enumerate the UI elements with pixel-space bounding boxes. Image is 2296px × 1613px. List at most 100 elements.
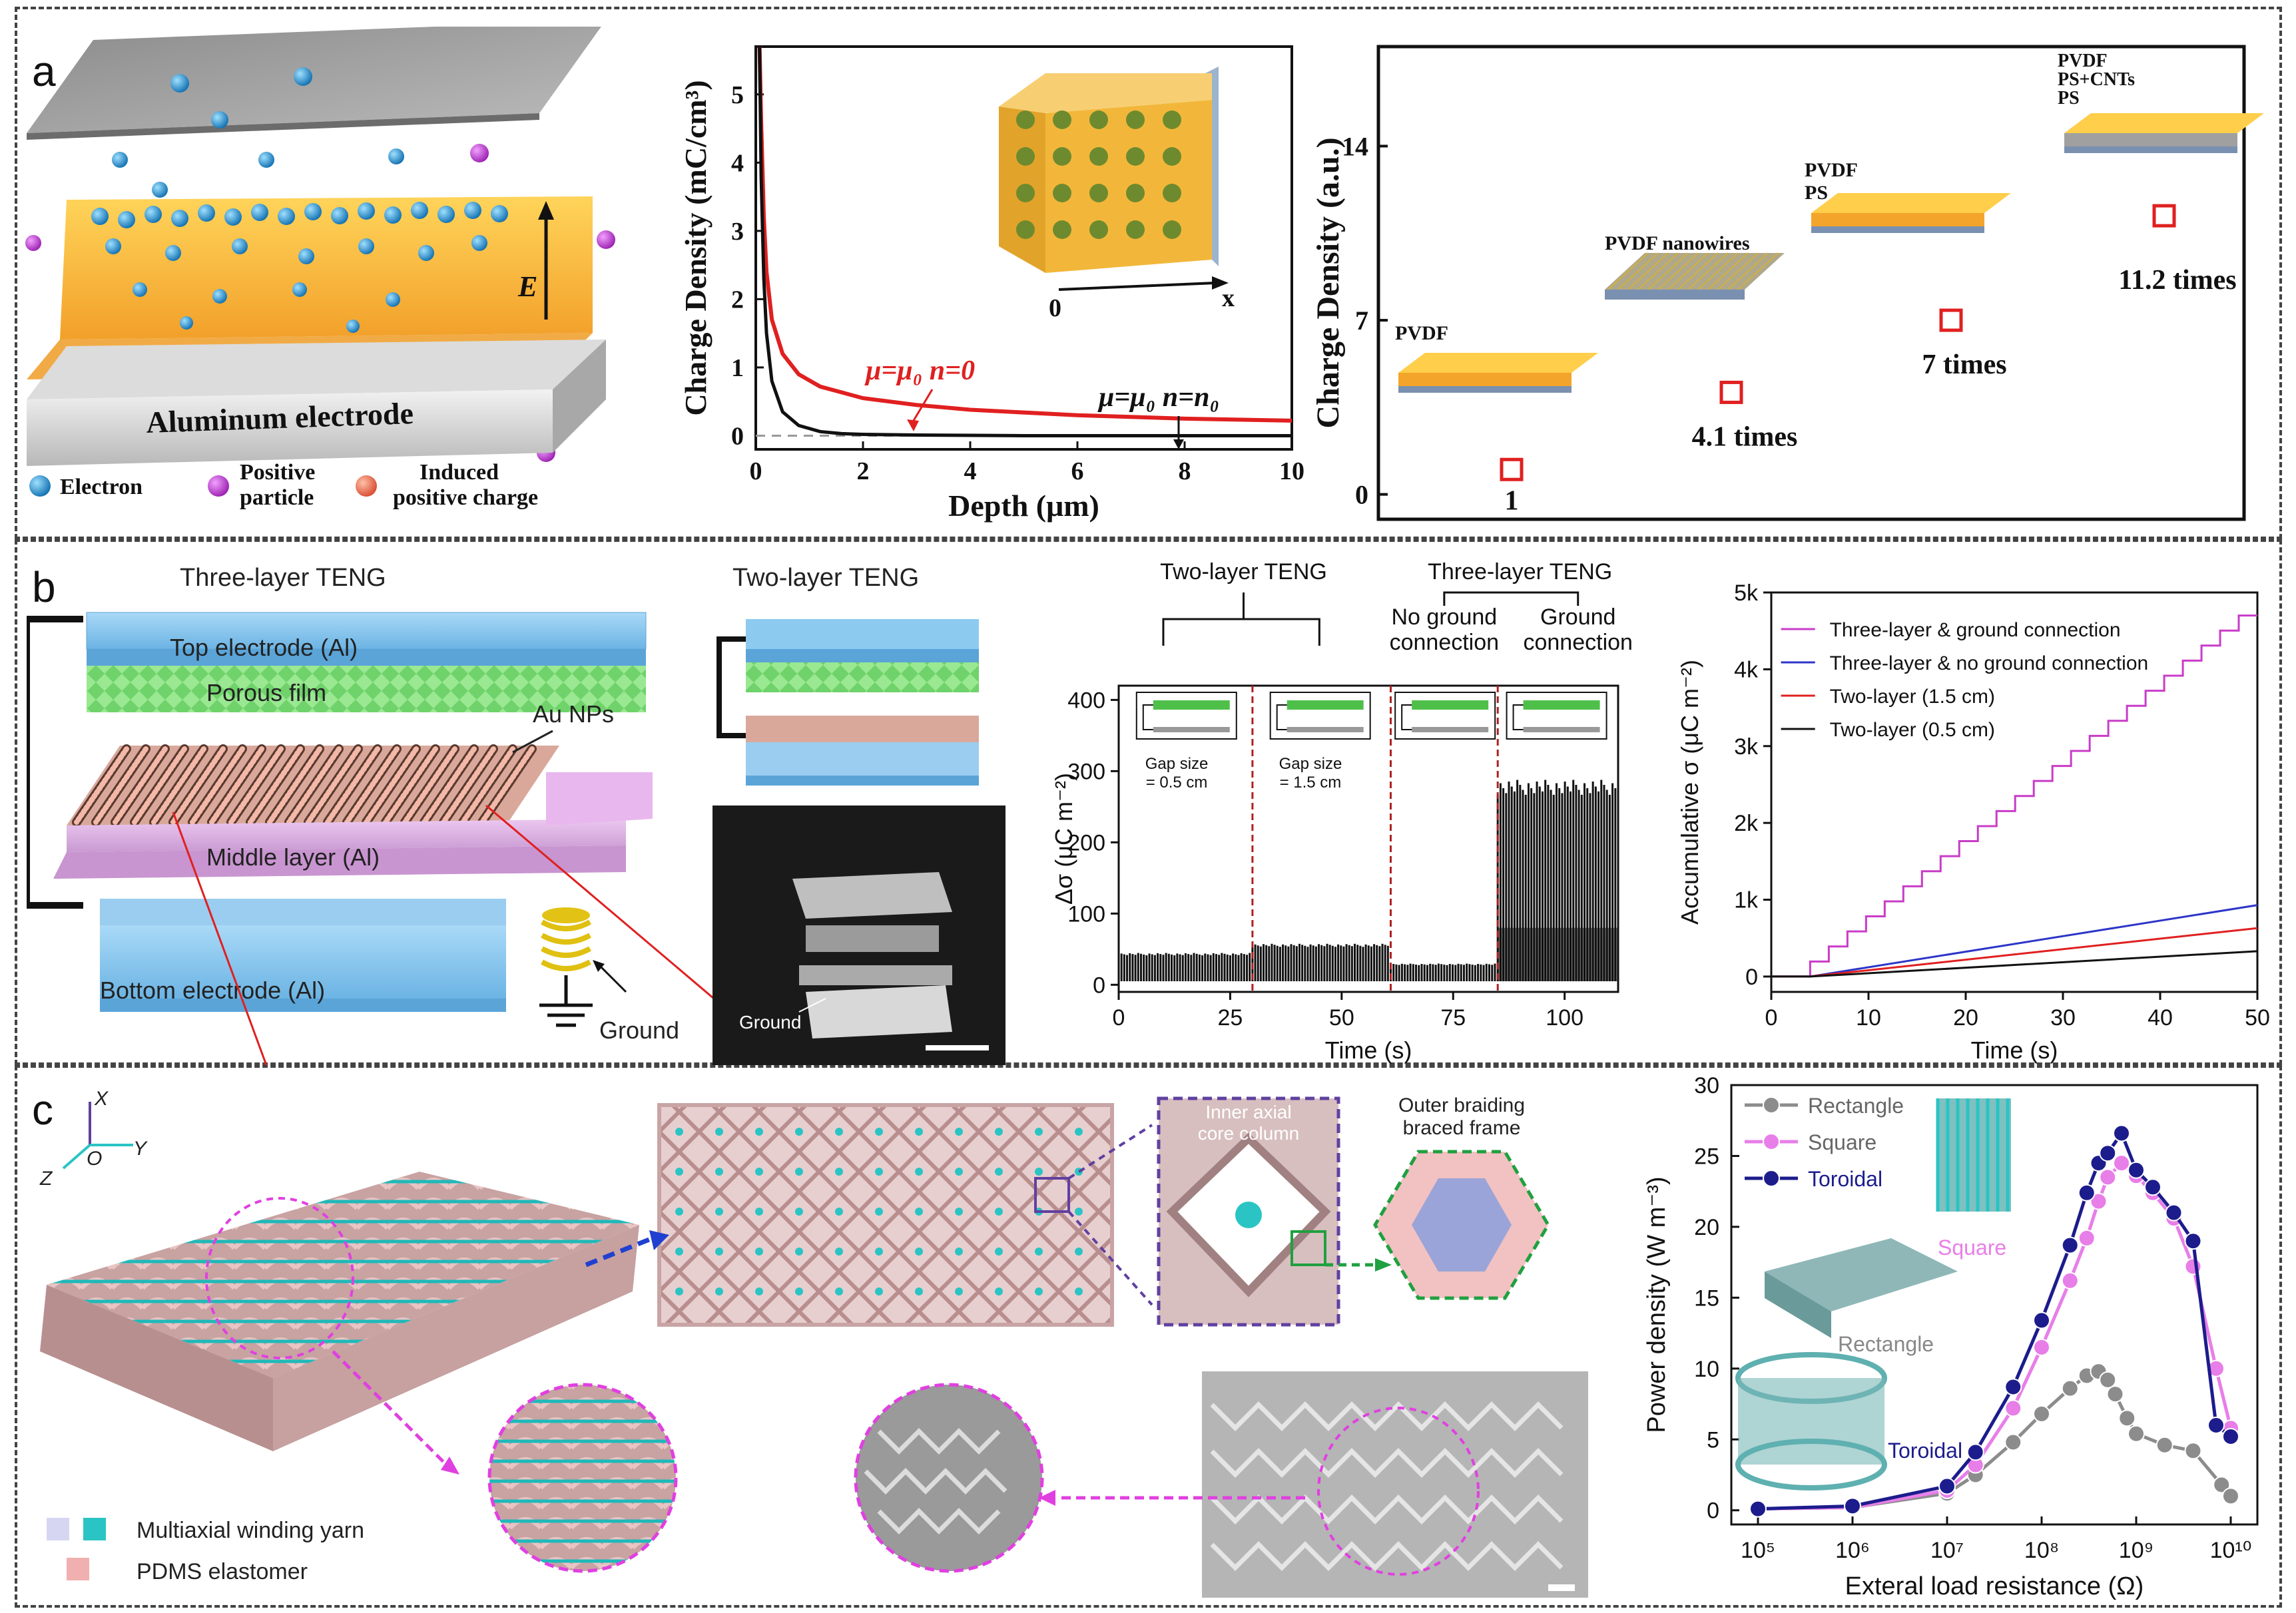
y-tick-label: 5 bbox=[1707, 1427, 1719, 1453]
series-point-2 bbox=[1749, 1500, 1767, 1518]
panel-c-label: c bbox=[32, 1086, 53, 1134]
y-axis-label: Δσ (μC m⁻²) bbox=[1050, 773, 1077, 905]
svg-text:O: O bbox=[87, 1148, 102, 1170]
porous-film bbox=[87, 666, 646, 712]
series-point-2 bbox=[1844, 1497, 1861, 1515]
y-tick-label: 4k bbox=[1734, 657, 1759, 682]
outer-braided-frame: Outer braiding braced frame bbox=[1325, 1094, 1550, 1300]
x-tick-label: 4 bbox=[964, 457, 977, 485]
series-point-2 bbox=[2033, 1311, 2050, 1329]
legend-label: Two-layer (1.5 cm) bbox=[1830, 686, 1995, 708]
data-point bbox=[1719, 380, 1743, 404]
x-tick-label: 50 bbox=[1329, 1005, 1354, 1031]
y-tick-label: 0 bbox=[1093, 973, 1105, 998]
au-label: Au NPs bbox=[533, 700, 614, 728]
y-tick-label: 5 bbox=[731, 81, 744, 109]
charge-depth-chart: 0 2 4 6 8 10 0 1 2 3 4 5 Depth (μm) Charge Density (m… bbox=[679, 45, 1304, 523]
panel-a-label: a bbox=[32, 47, 56, 95]
series-point-0 bbox=[2061, 1379, 2079, 1397]
point-caption: 1 bbox=[1505, 485, 1519, 516]
panel-a bbox=[15, 7, 2282, 539]
inset-origin: 0 bbox=[1049, 294, 1061, 322]
y-tick-label: 20 bbox=[1694, 1215, 1719, 1240]
series-point-1 bbox=[2078, 1229, 2096, 1247]
inner-label-2: core column bbox=[1198, 1123, 1300, 1144]
device-photo: Ground bbox=[713, 806, 1005, 1065]
y-tick-label: 2 bbox=[731, 286, 744, 314]
inset-square-label: Square bbox=[1938, 1236, 2006, 1260]
x-tick-label: 6 bbox=[1071, 457, 1084, 485]
panel-b bbox=[15, 539, 2282, 1065]
x-tick-label: 10⁶ bbox=[1835, 1538, 1870, 1563]
legend-marker bbox=[1763, 1170, 1780, 1187]
legend-label: Two-layer (0.5 cm) bbox=[1830, 719, 1995, 741]
annot-black: μ=μ₀ n=n₀ bbox=[1097, 382, 1219, 413]
x-tick-label: 0 bbox=[1113, 1005, 1125, 1031]
plot-frame bbox=[754, 45, 1293, 451]
ground-noise bbox=[1498, 927, 1618, 981]
series-point-2 bbox=[2144, 1178, 2162, 1196]
y-tick-label: 400 bbox=[1067, 688, 1105, 713]
series-point-0 bbox=[2004, 1433, 2022, 1451]
porous-label: Porous film bbox=[206, 679, 326, 706]
series-point-2 bbox=[2113, 1124, 2131, 1142]
legend-label: Square bbox=[1808, 1130, 1876, 1154]
inset-no-ground bbox=[1394, 692, 1496, 740]
x-axis-label: Depth (μm) bbox=[948, 489, 1099, 523]
x-tick-label: 10 bbox=[1279, 457, 1304, 485]
x-tick-label: 75 bbox=[1440, 1005, 1466, 1031]
field-label: E bbox=[517, 270, 537, 303]
series-point-1 bbox=[2033, 1338, 2050, 1356]
legend-a: Electron Positive particle Induced positiv… bbox=[29, 460, 538, 510]
photo-ground-label: Ground bbox=[739, 1012, 801, 1033]
series-point-0 bbox=[2213, 1476, 2231, 1494]
braided-block bbox=[47, 1172, 639, 1378]
series-point-2 bbox=[2184, 1232, 2202, 1250]
svg-text:PDMS elastomer: PDMS elastomer bbox=[137, 1559, 308, 1584]
x-tick-label: 40 bbox=[2148, 1005, 2173, 1031]
series-point-2 bbox=[2128, 1161, 2145, 1179]
inset-toroidal-label: Toroidal bbox=[1888, 1439, 1962, 1463]
inset-gap-05 bbox=[1135, 692, 1237, 740]
svg-text:Y: Y bbox=[133, 1138, 148, 1160]
series-point-2 bbox=[2099, 1144, 2117, 1162]
x-tick-label: 10⁹ bbox=[2119, 1538, 2153, 1563]
y-tick-label: 4 bbox=[731, 149, 744, 177]
y-tick-label: 30 bbox=[1694, 1073, 1719, 1098]
bracket-three: Three-layer TENG bbox=[1428, 559, 1612, 584]
floating-electrons bbox=[112, 67, 404, 198]
series-line-3 bbox=[1771, 950, 2258, 978]
svg-text:Electron: Electron bbox=[60, 475, 143, 499]
y-tick-label: 300 bbox=[1067, 759, 1105, 784]
device-nanowires bbox=[1605, 252, 1785, 300]
legend-c: Multiaxial winding yarn PDMS elastomer bbox=[47, 1518, 364, 1584]
series-point-0 bbox=[2222, 1487, 2239, 1505]
y-tick-label: 2k bbox=[1734, 811, 1759, 836]
series-point-1 bbox=[2004, 1399, 2022, 1417]
signal-trace bbox=[1117, 780, 1617, 981]
series-line-1 bbox=[758, 46, 1292, 437]
y-tick-label: 15 bbox=[1694, 1285, 1719, 1311]
series-point-0 bbox=[2128, 1425, 2145, 1443]
y-tick-label: 1 bbox=[731, 354, 744, 382]
y-axis-label: Power density (W m⁻³) bbox=[1643, 1176, 1671, 1433]
legend-positive-2: particle bbox=[240, 485, 314, 510]
annot-red: μ=μ₀ n=0 bbox=[864, 355, 975, 386]
middle-label: Middle layer (Al) bbox=[206, 843, 380, 871]
point-caption: 4.1 times bbox=[1692, 421, 1798, 452]
teng-schematic: Three-layer TENG Two-layer TENG Top elec… bbox=[27, 564, 1005, 1065]
accumulative-sigma-chart: 0 10 20 30 40 50 0 1k 2k 3k 4k 5k Time (s) Accumulati… bbox=[1676, 580, 2270, 1064]
series-point-2 bbox=[2222, 1428, 2239, 1445]
device-label-pvdf: PVDF bbox=[1395, 322, 1448, 344]
series-point-2 bbox=[2078, 1184, 2096, 1202]
y-tick-label: 5k bbox=[1734, 580, 1759, 606]
y-tick-label: 25 bbox=[1694, 1144, 1719, 1169]
y-tick-label: 7 bbox=[1355, 306, 1368, 336]
y-tick-label: 0 bbox=[1745, 965, 1758, 990]
zoom-circle-photo bbox=[854, 1383, 1044, 1573]
inset-rectangle-label: Rectangle bbox=[1838, 1332, 1934, 1356]
dielectric-slab bbox=[60, 196, 593, 340]
